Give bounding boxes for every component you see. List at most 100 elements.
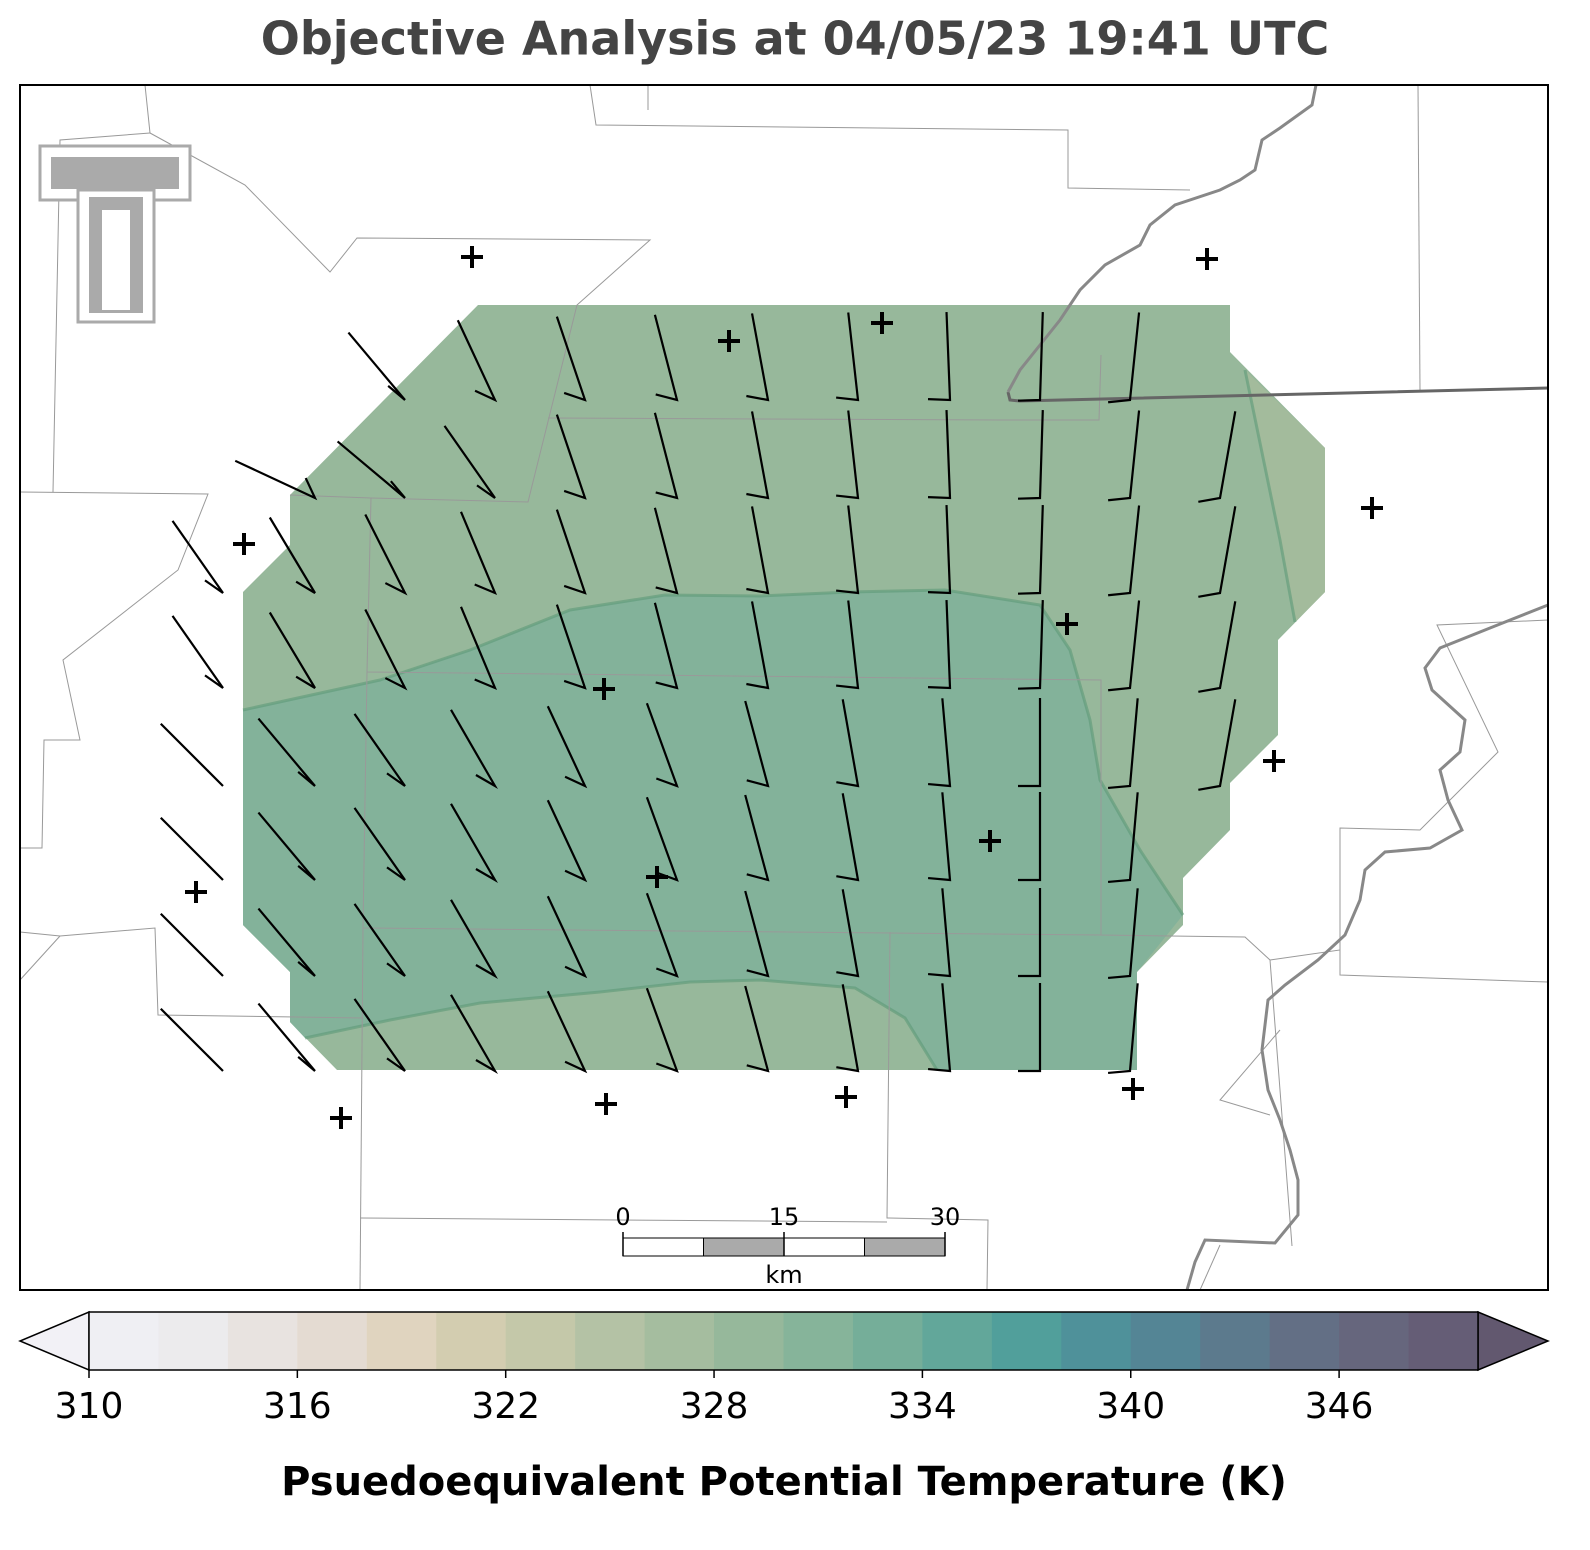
map: km 0 15 30 [19,84,1549,1291]
wind-barb [1107,888,1139,980]
wind-barb [546,799,588,883]
station [646,866,668,888]
wind-barb [443,425,496,499]
wind-barb [645,702,679,788]
wind-barb [645,987,679,1073]
wind-barb [159,912,224,977]
colorbar-tick-label: 322 [471,1386,540,1427]
colorbar: Psuedoequivalent Potential Temperature (… [18,1310,1550,1505]
wind-barb [450,709,499,790]
colorbar-tick-label: 346 [1305,1386,1374,1427]
wind-barb [927,505,952,595]
wind-barb [546,990,588,1074]
wind-barb [746,506,770,595]
wind-barb [268,611,316,689]
station [185,881,207,903]
wind-barb [927,983,952,1073]
wind-barb [1198,411,1237,503]
wind-barb [653,412,679,500]
wind-barb [1107,698,1139,790]
wind-barb [353,807,406,881]
wind-barb [546,705,588,789]
colorbar-tick-label: 310 [55,1386,124,1427]
wind-barb [159,1007,224,1072]
wind-barb [836,505,860,595]
scale-tick-label: 0 [615,1203,630,1231]
station [1361,497,1383,519]
colorbar-bin [1061,1312,1132,1370]
wind-barb [555,414,587,500]
wind-barb [450,803,499,884]
station [1196,248,1218,270]
colorbar-tick-label: 328 [680,1386,749,1427]
scale-tick-label: 30 [930,1203,961,1231]
wind-barb [159,722,224,787]
station [330,1107,352,1129]
colorbar-bin [366,1312,437,1370]
wind-barb [927,312,952,402]
wind-barb [1107,792,1139,884]
wind-barb [653,314,679,402]
state-and-rivers [1006,84,1549,1291]
colorbar-label: Psuedoequivalent Potential Temperature (… [281,1459,1287,1505]
wind-barb [171,615,224,689]
map-frame [19,84,1549,1291]
wind-barb [353,903,406,977]
colorbar-tick-label: 334 [888,1386,957,1427]
wind-barb [836,793,860,882]
wind-barb [159,816,224,881]
station [1263,750,1285,772]
colorbar-bin [1269,1312,1340,1370]
station [835,1086,857,1108]
wind-barb [927,600,952,690]
wind-barb [744,794,770,882]
colorbar-bin [89,1312,159,1370]
wind-barb [257,1002,316,1072]
colorbar-bin [505,1312,576,1370]
wind-barb [927,792,952,882]
wind-barb [1198,601,1237,693]
wind-barb [459,511,498,596]
wind-barb [555,509,587,595]
wind-barb [836,312,860,402]
station [871,312,893,334]
station [233,533,255,555]
colorbar-frame [88,1311,1479,1371]
wind-barb [353,998,406,1072]
colorbar-bin [991,1312,1062,1370]
wind-barb [645,892,679,978]
wind-barbs [159,312,1237,1075]
logo [38,144,192,324]
wind-barb [268,516,316,594]
wind-barb [364,513,408,596]
wind-barb [1108,410,1141,502]
scale-segment [703,1237,785,1257]
wind-barb [836,410,860,500]
wind-barb [836,600,860,690]
station [593,678,615,700]
station [1056,613,1078,635]
wind-barb [555,316,587,402]
colorbar-bin [575,1312,646,1370]
colorbar-bin [1408,1312,1479,1370]
station-markers [185,246,1383,1129]
wind-barb [1018,888,1042,978]
field-324 [1245,370,1325,622]
station [979,830,1001,852]
wind-barb [1018,792,1042,882]
wind-barb [1017,600,1044,690]
station [595,1093,617,1115]
wind-barb [171,520,224,594]
wind-barb [1107,983,1139,1075]
wind-barb [927,888,952,978]
wind-barb [836,889,860,978]
colorbar-bin [783,1312,854,1370]
wind-barb [744,985,770,1073]
colorbar-extend-high [1477,1310,1550,1372]
wind-barb [364,608,408,691]
wind-barb [927,698,952,788]
colorbar-tick-label: 316 [263,1386,332,1427]
wind-barb [1017,410,1044,500]
wind-barb [257,907,316,977]
scale-unit: km [765,1261,802,1289]
